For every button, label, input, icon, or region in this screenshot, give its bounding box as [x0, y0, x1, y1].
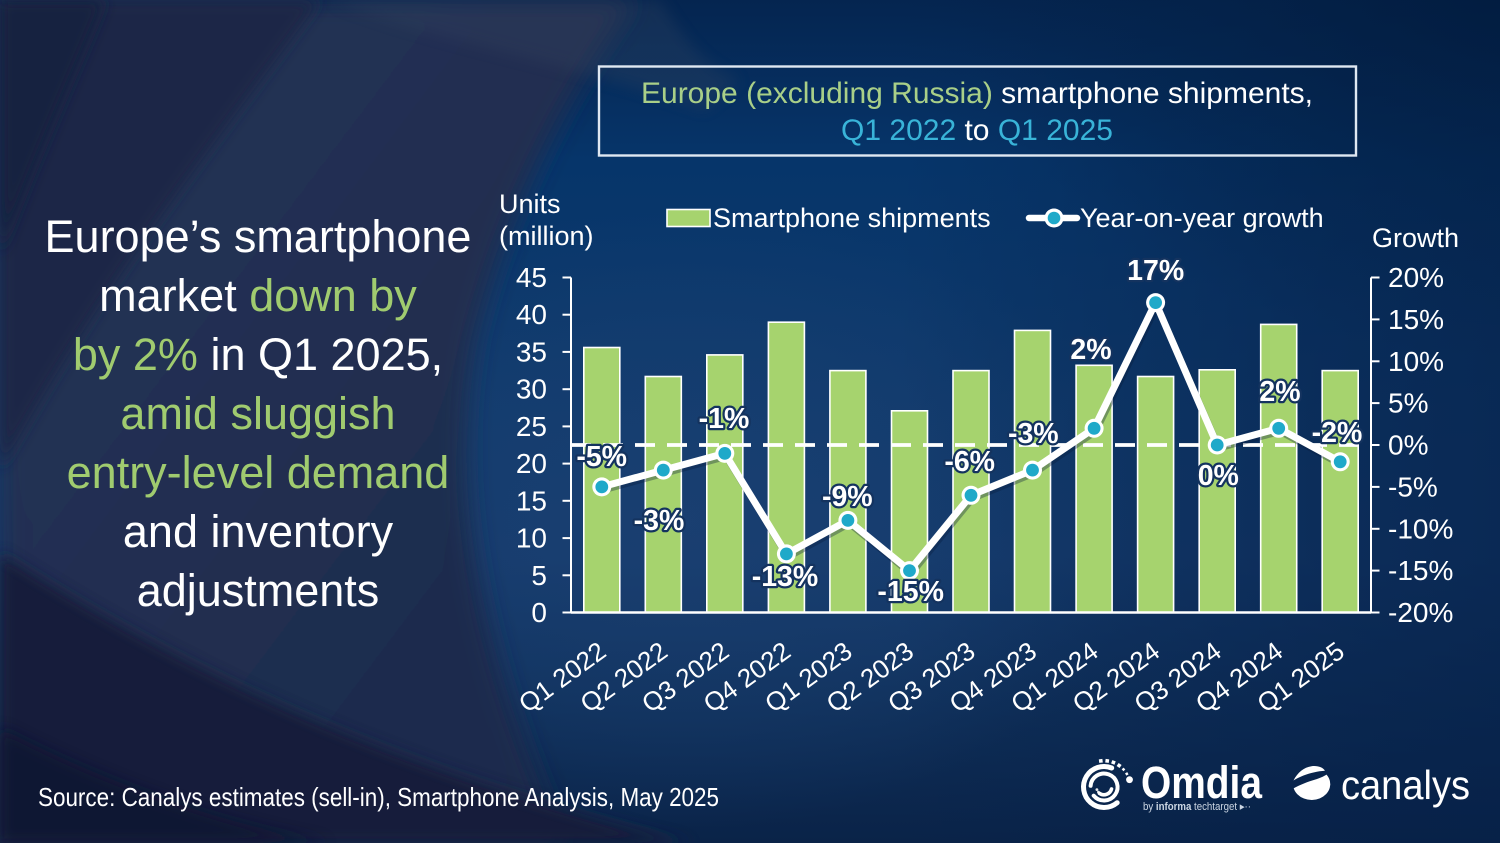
svg-text:0: 0 [531, 597, 547, 628]
svg-text:Europe (excluding Russia) smar: Europe (excluding Russia) smartphone shi… [641, 77, 1313, 110]
svg-text:5%: 5% [1388, 388, 1428, 419]
svg-text:15%: 15% [1388, 304, 1444, 335]
svg-text:Europe’s smartphone: Europe’s smartphone [45, 211, 472, 262]
svg-text:15: 15 [516, 485, 547, 516]
svg-text:30: 30 [516, 374, 547, 405]
svg-text:-15%: -15% [1388, 555, 1453, 586]
svg-text:2%: 2% [1070, 334, 1111, 366]
svg-text:2%: 2% [1259, 376, 1300, 408]
svg-text:20: 20 [516, 448, 547, 479]
svg-text:Smartphone shipments: Smartphone shipments [713, 203, 991, 233]
svg-text:17%: 17% [1127, 255, 1184, 287]
svg-text:0%: 0% [1388, 430, 1428, 461]
svg-text:by informa techtarget ▸··: by informa techtarget ▸·· [1143, 801, 1251, 813]
svg-text:0%: 0% [1198, 460, 1239, 492]
svg-text:-15%: -15% [877, 576, 944, 608]
svg-text:35: 35 [516, 336, 547, 367]
svg-text:10%: 10% [1388, 346, 1444, 377]
svg-text:-6%: -6% [944, 446, 995, 478]
svg-text:-5%: -5% [576, 441, 627, 473]
svg-text:Year-on-year growth: Year-on-year growth [1080, 203, 1324, 233]
svg-text:market down by: market down by [99, 270, 417, 321]
svg-text:25: 25 [516, 411, 547, 442]
svg-text:-10%: -10% [1388, 513, 1453, 544]
svg-text:(million): (million) [499, 221, 594, 251]
svg-text:canalys: canalys [1341, 762, 1470, 808]
svg-text:Units: Units [499, 189, 561, 219]
svg-text:20%: 20% [1388, 262, 1444, 293]
svg-text:Growth: Growth [1372, 223, 1459, 253]
svg-text:40: 40 [516, 299, 547, 330]
svg-text:-3%: -3% [634, 505, 685, 537]
svg-text:adjustments: adjustments [137, 565, 380, 616]
svg-text:45: 45 [516, 262, 547, 293]
svg-text:Omdia: Omdia [1141, 757, 1263, 808]
svg-text:amid sluggish: amid sluggish [120, 388, 395, 439]
svg-text:-5%: -5% [1388, 471, 1438, 502]
svg-text:-9%: -9% [822, 481, 873, 513]
svg-text:-3%: -3% [1008, 418, 1059, 450]
svg-text:5: 5 [531, 560, 547, 591]
svg-text:-1%: -1% [699, 403, 750, 435]
svg-text:Source: Canalys estimates (sel: Source: Canalys estimates (sell-in), Sma… [38, 782, 719, 812]
svg-text:10: 10 [516, 523, 547, 554]
svg-text:-13%: -13% [752, 561, 819, 593]
svg-text:by 2% in Q1 2025,: by 2% in Q1 2025, [73, 329, 443, 380]
svg-text:and inventory: and inventory [123, 506, 394, 557]
svg-text:Q1 2022 to Q1 2025: Q1 2022 to Q1 2025 [841, 114, 1113, 147]
svg-text:entry-level demand: entry-level demand [67, 447, 450, 498]
svg-text:-2%: -2% [1312, 417, 1363, 449]
svg-text:-20%: -20% [1388, 597, 1453, 628]
